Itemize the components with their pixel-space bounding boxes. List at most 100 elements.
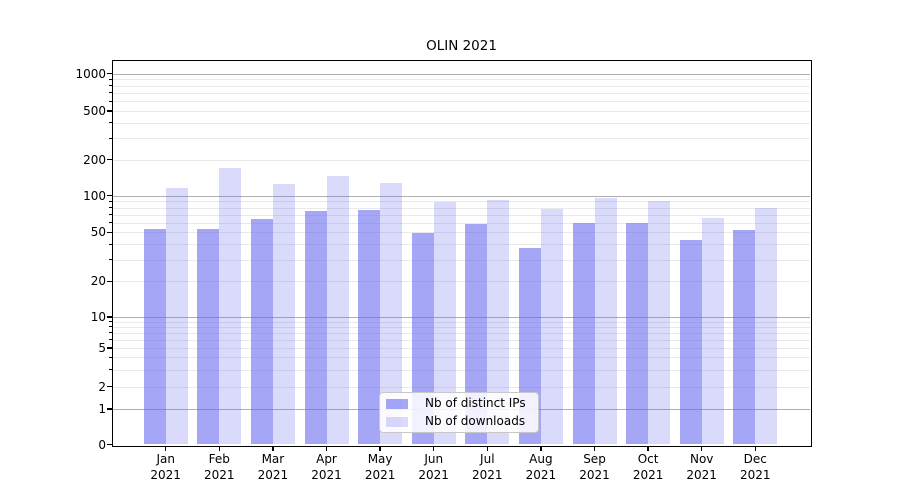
bar-downloads-apr — [326, 175, 349, 445]
gridline-major — [113, 73, 810, 75]
y-minor-tick-mark — [109, 369, 112, 371]
chart-title: OLIN 2021 — [426, 38, 497, 54]
y-minor-tick-mark — [109, 137, 112, 139]
y-minor-tick-mark — [109, 92, 112, 94]
gridline-major — [113, 195, 810, 197]
x-tick-label: Nov 2021 — [686, 452, 717, 482]
y-minor-tick-mark — [109, 332, 112, 334]
x-tick-label: Mar 2021 — [257, 452, 289, 482]
gridline-minor — [113, 101, 810, 103]
y-minor-tick-mark — [109, 222, 112, 224]
y-tick-mark — [106, 280, 112, 283]
gridline-minor — [113, 348, 810, 349]
y-tick-label: 1000 — [75, 66, 106, 81]
bar-distinct-ips-jun — [411, 233, 434, 445]
x-tick-mark — [432, 445, 435, 451]
gridline-minor — [113, 259, 810, 261]
y-tick-label: 1 — [98, 402, 106, 416]
gridline-minor — [113, 232, 810, 234]
bar-distinct-ips-jul — [465, 223, 488, 445]
gridline-minor — [113, 111, 810, 112]
bar-downloads-may — [380, 183, 403, 445]
x-tick-label: Sep 2021 — [579, 452, 610, 482]
y-minor-tick-mark — [109, 243, 112, 245]
x-tick-label: Jan 2021 — [150, 452, 181, 482]
gridline-minor — [113, 207, 810, 209]
gridline-minor — [113, 222, 810, 224]
bar-downloads-jan — [165, 188, 188, 445]
y-minor-tick-mark — [109, 326, 112, 328]
y-minor-tick-mark — [109, 207, 112, 208]
bar-distinct-ips-mar — [250, 218, 273, 445]
y-minor-tick-mark — [109, 356, 112, 358]
y-tick-label: 50 — [90, 225, 106, 240]
bar-downloads-nov — [701, 217, 724, 445]
y-tick-label: 500 — [83, 104, 106, 118]
gridline-minor — [113, 386, 810, 388]
gridline-minor — [113, 122, 810, 124]
x-tick-mark — [272, 445, 274, 451]
x-tick-label: Aug 2021 — [525, 452, 557, 482]
bar-distinct-ips-nov — [679, 240, 702, 445]
legend-swatch-distinct-ips — [386, 398, 408, 409]
y-tick-mark — [106, 347, 112, 349]
y-minor-tick-mark — [109, 85, 112, 87]
bar-distinct-ips-oct — [626, 222, 649, 445]
plot-area — [113, 61, 810, 445]
legend-swatch-downloads — [386, 416, 408, 427]
bar-distinct-ips-sep — [572, 222, 595, 445]
x-tick-label: Jun 2021 — [418, 452, 449, 482]
y-tick-mark — [106, 443, 112, 446]
bar-downloads-jul — [487, 200, 510, 445]
y-minor-tick-mark — [109, 100, 112, 102]
x-tick-mark — [540, 445, 542, 451]
gridline-minor — [113, 369, 810, 371]
gridline-minor — [113, 244, 810, 246]
x-tick-mark — [325, 445, 328, 451]
legend: Nb of distinct IPs Nb of downloads — [379, 392, 539, 433]
y-tick-mark — [106, 72, 112, 75]
y-minor-tick-mark — [109, 122, 112, 124]
gridline-minor — [113, 339, 810, 341]
bar-downloads-oct — [648, 201, 671, 445]
bar-distinct-ips-feb — [197, 229, 220, 445]
bar-downloads-aug — [540, 208, 563, 445]
y-tick-label: 20 — [90, 274, 106, 289]
x-tick-mark — [754, 445, 757, 451]
x-tick-label: Oct 2021 — [632, 452, 664, 482]
x-tick-mark — [218, 445, 221, 451]
bar-distinct-ips-may — [358, 210, 381, 445]
y-tick-label: 0 — [98, 437, 106, 452]
x-tick-label: Apr 2021 — [311, 452, 342, 482]
legend-item-downloads: Nb of downloads — [380, 414, 538, 429]
y-tick-mark — [106, 385, 112, 388]
gridline-minor — [113, 92, 810, 94]
y-tick-label: 10 — [90, 310, 106, 324]
gridline-minor — [113, 357, 810, 359]
y-tick-mark — [106, 110, 112, 112]
gridline-minor — [113, 201, 810, 203]
bar-downloads-mar — [272, 184, 295, 445]
x-tick-label: Jul 2021 — [472, 452, 503, 482]
y-tick-label: 5 — [98, 341, 106, 355]
y-minor-tick-mark — [109, 78, 112, 80]
gridline-minor — [113, 85, 810, 87]
y-minor-tick-mark — [109, 214, 112, 216]
x-tick-label: Dec 2021 — [740, 452, 771, 482]
y-tick-mark — [106, 194, 112, 197]
y-minor-tick-mark — [109, 200, 112, 202]
y-tick-mark — [106, 158, 112, 161]
gridline-minor — [113, 79, 810, 81]
bar-downloads-dec — [755, 207, 778, 445]
gridline-minor — [113, 159, 810, 161]
gridline-minor — [113, 332, 810, 334]
bar-distinct-ips-apr — [304, 210, 327, 445]
bar-downloads-feb — [219, 167, 242, 445]
y-minor-tick-mark — [109, 259, 112, 261]
x-tick-mark — [700, 445, 703, 451]
gridline-minor — [113, 326, 810, 328]
gridline-minor — [113, 214, 810, 216]
bar-distinct-ips-dec — [733, 230, 756, 445]
legend-label-distinct-ips: Nb of distinct IPs — [425, 396, 526, 410]
bar-distinct-ips-jan — [143, 229, 166, 445]
